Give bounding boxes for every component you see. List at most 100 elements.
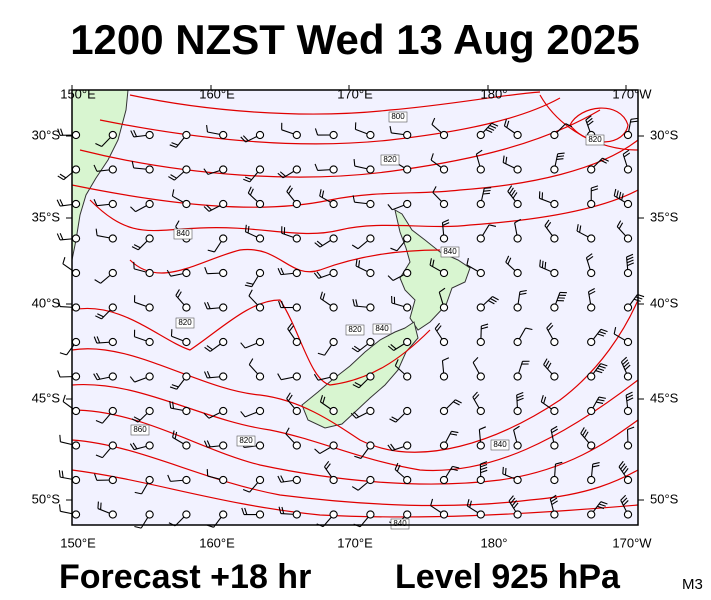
barb-flag (129, 376, 136, 383)
contour-label: 840 (443, 247, 457, 256)
barb-flag (244, 176, 252, 181)
barb-flag (129, 443, 135, 450)
barb-flag (57, 299, 61, 307)
barb-flag (547, 362, 552, 370)
barb-flag (204, 346, 211, 352)
barb-flag (204, 302, 208, 310)
barb-flag (579, 225, 582, 233)
barb-flag (485, 129, 493, 134)
station (219, 475, 228, 485)
barb-flag (557, 155, 565, 158)
barb-flag (387, 444, 393, 451)
station (145, 510, 154, 519)
barb-flag (175, 220, 180, 227)
station (108, 337, 117, 347)
barb-flag (455, 399, 462, 404)
barb-flag (469, 500, 472, 508)
top-lon-label: 150°E (60, 86, 96, 101)
barb-flag (592, 464, 600, 468)
barb-flag (277, 475, 282, 483)
station (587, 475, 596, 485)
barb-flag (597, 367, 605, 371)
barb-flag (547, 325, 554, 331)
barb-flag (541, 260, 544, 268)
barb-flag (627, 262, 634, 267)
barb-flag (206, 371, 211, 378)
station (182, 372, 191, 381)
bottom-lon-label: 150°E (60, 535, 96, 550)
barb-flag (60, 128, 64, 136)
barb-flag (505, 255, 510, 263)
contour-label: 820 (588, 135, 602, 144)
station (476, 337, 485, 347)
station (513, 475, 522, 485)
barb-flag (355, 299, 358, 307)
barb-flag (394, 462, 399, 470)
barb-flag (96, 336, 101, 344)
barb-flag (506, 120, 510, 128)
left-lat-label: 50°S (32, 491, 61, 506)
barb-flag (580, 427, 585, 434)
station (292, 130, 301, 140)
station (366, 165, 375, 174)
station (550, 475, 559, 485)
station (255, 165, 265, 174)
barb-flag (287, 394, 293, 402)
barb-flag (618, 460, 624, 468)
station (71, 337, 81, 347)
north-island (394, 209, 471, 331)
barb-flag (481, 326, 489, 330)
barb-flag (166, 269, 172, 277)
station (219, 441, 228, 450)
barb-flag (513, 502, 519, 509)
barb-flag (95, 454, 103, 459)
station (550, 337, 559, 347)
station (623, 510, 633, 519)
barb-flag (351, 347, 359, 353)
station (145, 130, 154, 140)
station (623, 199, 633, 209)
station (476, 234, 485, 243)
barb-flag (168, 176, 175, 181)
contour-label-box (173, 228, 193, 240)
contour-label-box (585, 134, 605, 146)
barb-flag (206, 204, 212, 211)
station (623, 372, 633, 381)
barb-flag (596, 401, 604, 404)
barb-flag (551, 500, 558, 506)
station (71, 510, 81, 519)
barb-flag (358, 260, 361, 268)
contour-label: 840 (375, 324, 389, 333)
station (403, 337, 412, 347)
station (108, 130, 117, 140)
barb-flag (476, 149, 483, 155)
station (145, 303, 154, 312)
barb-flag (623, 468, 629, 475)
station (182, 406, 191, 416)
barb-flag (622, 149, 630, 155)
station (513, 199, 522, 209)
barb-flag (95, 315, 102, 320)
contour-label-box (390, 518, 410, 530)
barb-flag (592, 462, 600, 465)
station (513, 234, 522, 243)
contour-label-box (236, 435, 256, 447)
barb-flag (279, 171, 286, 177)
barb-flag (557, 152, 565, 155)
barb-flag (620, 494, 627, 501)
station (439, 199, 449, 209)
barb-flag (630, 120, 638, 123)
barb-flag (389, 126, 392, 134)
station (219, 130, 228, 140)
barb-flag (452, 465, 460, 469)
station (403, 199, 412, 209)
station (439, 268, 449, 278)
barb-flag (281, 506, 285, 514)
station (292, 441, 301, 450)
barb-flag (588, 290, 596, 296)
barb-flag (630, 117, 638, 120)
station (292, 406, 301, 416)
barb-flag (597, 398, 605, 402)
station (476, 475, 485, 485)
